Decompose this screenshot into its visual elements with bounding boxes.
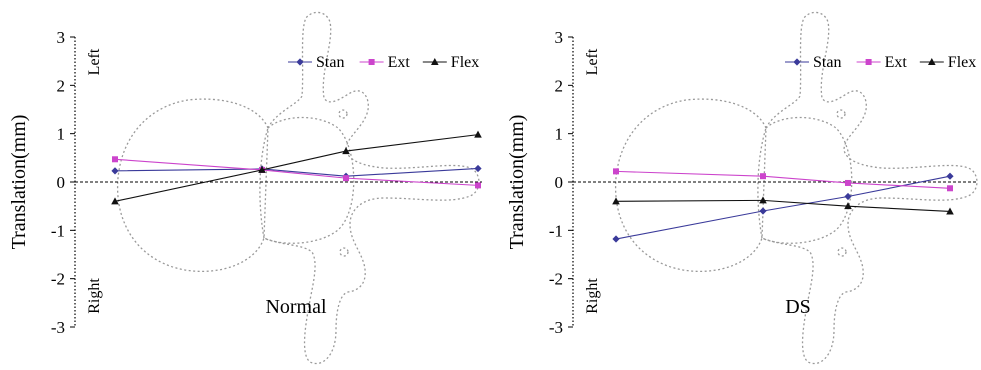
side-label-left-ds: Left [584,48,601,75]
series-line-ext [615,170,951,189]
legend-marker-ext [865,59,872,65]
data-point-stan [759,207,767,215]
y-tick-label: -2 [549,270,563,289]
data-point-ext [343,175,349,182]
y-tick-label: 2 [555,76,564,95]
y-tick-label: -3 [51,318,65,337]
data-point-stan [111,167,119,175]
data-point-flex [342,147,350,155]
y-tick-label: 3 [57,28,66,47]
y-tick-label: -1 [51,221,65,240]
data-point-ext [613,168,619,175]
series-line-flex [114,134,479,202]
panel-ds: 3 2 1 0 -1 -2 -3 Translation(mm) Left Right St… [506,11,978,365]
vertebra-outline-ds [614,11,978,365]
y-tick-label: 1 [57,125,66,144]
series-ds [612,168,954,243]
data-point-stan [474,164,482,173]
data-point-flex [844,202,852,210]
panel-title-normal: Normal [265,296,327,318]
y-axis-label-ds: Translation(mm) [506,115,528,250]
data-point-ext [112,156,118,163]
data-point-ext [947,185,953,192]
legend-label-flex: Flex [948,54,976,71]
y-tick-label: 0 [555,173,564,192]
legend-marker-ext [368,59,375,65]
y-tick-label: 0 [57,173,66,192]
legend-marker-flex [431,58,439,65]
data-point-stan [844,192,852,201]
data-point-stan [946,172,954,180]
side-label-right-normal: Right [86,278,103,314]
legend-label-stan: Stan [316,54,344,71]
y-tick-label: 1 [555,125,564,144]
legend-ds: Stan Ext Flex [785,54,976,71]
data-point-stan [612,235,620,243]
data-point-flex [111,197,119,205]
y-axis-label-normal: Translation(mm) [8,115,30,250]
series-line-stan [114,167,479,177]
data-point-flex [759,196,767,204]
side-label-left-normal: Left [86,48,103,75]
y-ticks-normal: 3 2 1 0 -1 -2 -3 [51,28,75,337]
legend-normal: Stan Ext Flex [288,54,479,71]
series-line-flex [615,199,951,213]
y-tick-label: -2 [51,270,65,289]
data-point-flex [946,207,954,215]
y-ticks-ds: 3 2 1 0 -1 -2 -3 [549,28,573,337]
legend-label-stan: Stan [813,54,841,71]
data-point-flex [612,197,620,205]
legend-marker-stan [793,58,801,66]
data-point-ext [760,173,766,180]
series-normal [111,130,482,205]
legend-marker-stan [296,58,304,66]
data-point-ext [845,179,851,186]
panel-title-ds: DS [785,296,811,318]
panel-normal: 3 2 1 0 -1 -2 -3 Translation(mm) Left Right St… [8,11,482,365]
data-point-flex [258,165,266,173]
side-label-right-ds: Right [584,278,601,314]
vertebra-outline-normal [116,11,480,365]
data-point-ext [475,182,481,189]
legend-label-ext: Ext [388,54,411,71]
y-tick-label: -3 [549,318,563,337]
legend-marker-flex [928,58,936,65]
legend-label-flex: Flex [451,54,479,71]
series-line-ext [114,158,479,186]
y-tick-label: -1 [549,221,563,240]
y-tick-label: 3 [555,28,564,47]
y-tick-label: 2 [57,76,66,95]
legend-label-ext: Ext [885,54,908,71]
data-point-flex [474,130,482,138]
